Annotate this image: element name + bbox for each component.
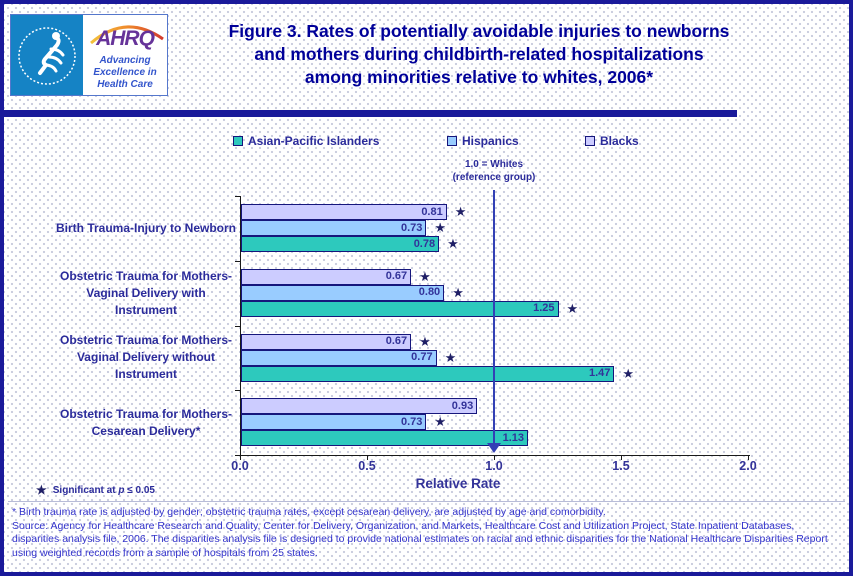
significance-star-icon: ★ (36, 483, 47, 497)
bar-blacks: 0.67 (241, 333, 412, 350)
significance-star-icon: ★ (419, 268, 431, 284)
y-axis-line (240, 196, 241, 455)
significance-star-icon: ★ (454, 204, 467, 219)
significance-star-icon: ★ (419, 333, 431, 349)
significance-note: ★ Significant at p ≤ 0.05 (36, 483, 155, 497)
significance-star-icon: ★ (622, 365, 635, 381)
reference-note: 1.0 = Whites (reference group) (452, 159, 536, 183)
bar-value-label: 1.47 (588, 367, 611, 379)
ahrq-tagline: Advancing Excellence in Health Care (93, 55, 157, 90)
bar-asian-pacific-islanders: 0.78 (241, 236, 440, 252)
reference-line-arrow-icon (487, 443, 501, 453)
bar-blacks: 0.81 (241, 204, 447, 220)
x-axis-ticks: 0.0 0.5 1.0 1.5 2.0 (231, 459, 756, 475)
significance-star-icon: ★ (434, 220, 447, 235)
significance-star-icon: ★ (452, 284, 464, 300)
y-axis-tick (235, 196, 240, 197)
bar-hispanics: 0.80 (241, 284, 445, 301)
ahrq-rainbow-arc-icon (90, 25, 164, 45)
bar-value-label: 0.81 (421, 205, 443, 218)
x-axis-tick-label: 2.0 (739, 459, 757, 473)
bar-value-label: 1.13 (502, 431, 525, 444)
category-label: Obstetric Trauma for Mothers-Vaginal Del… (59, 333, 233, 382)
reference-line (493, 190, 495, 445)
ahrq-wordmark: AHRQ Advancing Excellence in Health Care (83, 15, 167, 95)
x-axis-tick (240, 455, 241, 460)
significance-star-icon: ★ (566, 300, 579, 316)
significance-star-icon: ★ (444, 349, 457, 365)
legend-label: Asian-Pacific Islanders (248, 134, 380, 148)
bar-blacks: 0.93 (241, 398, 478, 415)
legend-label: Hispanics (462, 134, 519, 148)
hhs-seal-icon (11, 15, 83, 95)
x-axis-tick (621, 455, 622, 460)
bar-value-label: 0.67 (385, 270, 408, 283)
bar-value-label: 0.67 (385, 335, 408, 347)
x-axis-title: Relative Rate (415, 476, 501, 491)
bar-value-label: 0.73 (400, 415, 423, 428)
y-axis-tick (235, 455, 240, 456)
x-axis-tick (367, 455, 368, 460)
ahrq-hhs-logo: AHRQ Advancing Excellence in Health Care (10, 14, 168, 96)
y-axis-tick (235, 261, 240, 262)
x-axis-tick-label: 1.0 (485, 459, 503, 473)
bar-value-label: 0.77 (411, 351, 433, 363)
x-axis-tick (494, 455, 495, 460)
y-axis-tick (235, 326, 240, 327)
header-divider (4, 110, 737, 117)
significance-star-icon: ★ (447, 236, 459, 251)
legend-item-asian-pacific-islanders: Asian-Pacific Islanders (233, 134, 379, 148)
x-axis-tick-label: 0.0 (231, 459, 249, 473)
legend-item-blacks: Blacks (585, 134, 639, 148)
category-label: Obstetric Trauma for Mothers-Vaginal Del… (59, 268, 233, 317)
footer-notes: * Birth trauma rate is adjusted by gende… (8, 501, 845, 560)
significance-star-icon: ★ (434, 414, 447, 430)
bar-hispanics: 0.73 (241, 414, 427, 431)
legend-swatch-asian-pacific-islanders (233, 136, 243, 146)
bar-asian-pacific-islanders: 1.13 (241, 430, 529, 447)
footnote-text: * Birth trauma rate is adjusted by gende… (12, 506, 606, 518)
ahrq-letters: AHRQ (96, 27, 155, 50)
legend-swatch-blacks (585, 136, 595, 146)
bar-value-label: 0.78 (413, 237, 436, 250)
legend-item-hispanics: Hispanics (447, 134, 519, 148)
bar-value-label: 0.93 (451, 399, 474, 412)
bar-value-label: 0.73 (400, 221, 423, 234)
x-axis-tick (748, 455, 749, 460)
y-axis-tick (235, 390, 240, 391)
bar-value-label: 1.25 (533, 302, 555, 315)
bar-hispanics: 0.73 (241, 220, 427, 236)
category-label: Obstetric Trauma for Mothers-Cesarean De… (59, 406, 233, 438)
source-text: Source: Agency for Healthcare Research a… (12, 519, 828, 559)
legend-swatch-hispanics (447, 136, 457, 146)
bar-asian-pacific-islanders: 1.25 (241, 300, 559, 317)
x-axis-line (235, 455, 750, 456)
bar-value-label: 0.80 (418, 286, 441, 299)
bar-hispanics: 0.77 (241, 349, 437, 366)
x-axis-tick-label: 0.5 (358, 459, 376, 473)
plot-area: 0.81 ★ 0.73 ★ 0.78 ★ 0.67 ★ 0.80 ★ 1.25 ★ 0.67 ★ 0.77 ★… (235, 190, 750, 460)
bar-blacks: 0.67 (241, 268, 412, 285)
legend-label: Blacks (600, 134, 639, 148)
category-label: Birth Trauma-Injury to Newborn (56, 220, 237, 235)
category-labels: Birth Trauma-Injury to Newborn Obstetric … (56, 196, 236, 455)
bar-asian-pacific-islanders: 1.47 (241, 365, 615, 382)
x-axis-tick-label: 1.5 (612, 459, 630, 473)
figure-title: Figure 3. Rates of potentially avoidable… (228, 21, 730, 87)
